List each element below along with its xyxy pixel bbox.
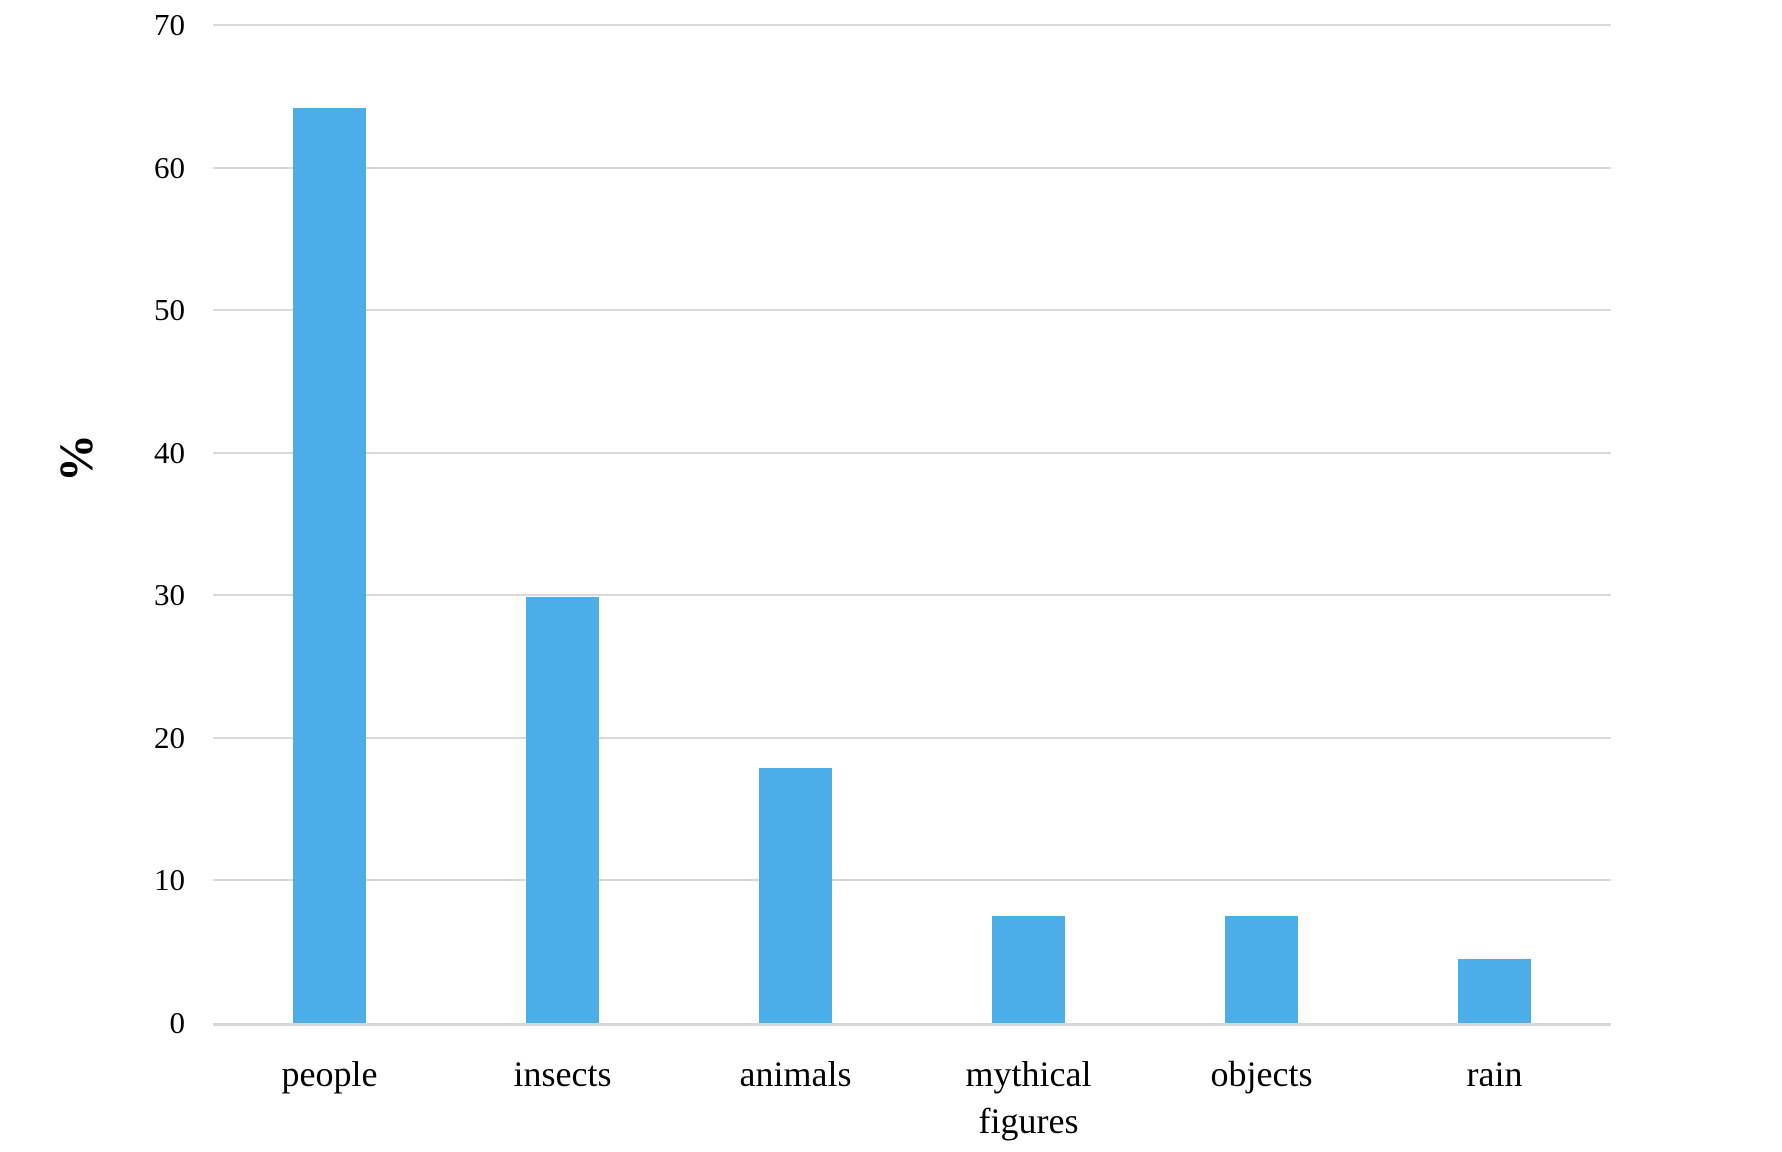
x-axis-baseline: [213, 1023, 1611, 1026]
x-category-label-objects: objects: [1210, 1054, 1313, 1094]
gridline-40: [213, 451, 1611, 454]
bar-insects: [526, 596, 599, 1023]
x-category-label-insects: insects: [513, 1054, 612, 1094]
bar-people: [293, 107, 366, 1023]
y-tick-label-30: 30: [154, 577, 185, 613]
y-tick-label-50: 50: [154, 292, 185, 328]
y-tick-label-70: 70: [154, 7, 185, 42]
bar-mythical-figures: [992, 916, 1065, 1023]
x-category-label-animals: animals: [739, 1054, 852, 1094]
x-category-label-mythical-figures: mythical figures: [965, 1054, 1092, 1141]
x-category-label-people: people: [281, 1054, 378, 1094]
gridline-70: [213, 24, 1611, 26]
bar-rain: [1458, 958, 1531, 1023]
gridline-50: [213, 309, 1611, 312]
y-tick-label-60: 60: [154, 149, 185, 185]
y-tick-label-20: 20: [154, 719, 185, 755]
gridline-30: [213, 594, 1611, 597]
y-tick-label-10: 10: [154, 862, 185, 898]
y-tick-label-40: 40: [154, 434, 185, 470]
bar-objects: [1225, 916, 1298, 1023]
gridline-10: [213, 879, 1611, 882]
x-category-label-rain: rain: [1466, 1054, 1523, 1094]
gridline-60: [213, 166, 1611, 169]
gridline-20: [213, 736, 1611, 739]
y-tick-label-0: 0: [169, 1005, 186, 1040]
bar-animals: [759, 767, 832, 1023]
